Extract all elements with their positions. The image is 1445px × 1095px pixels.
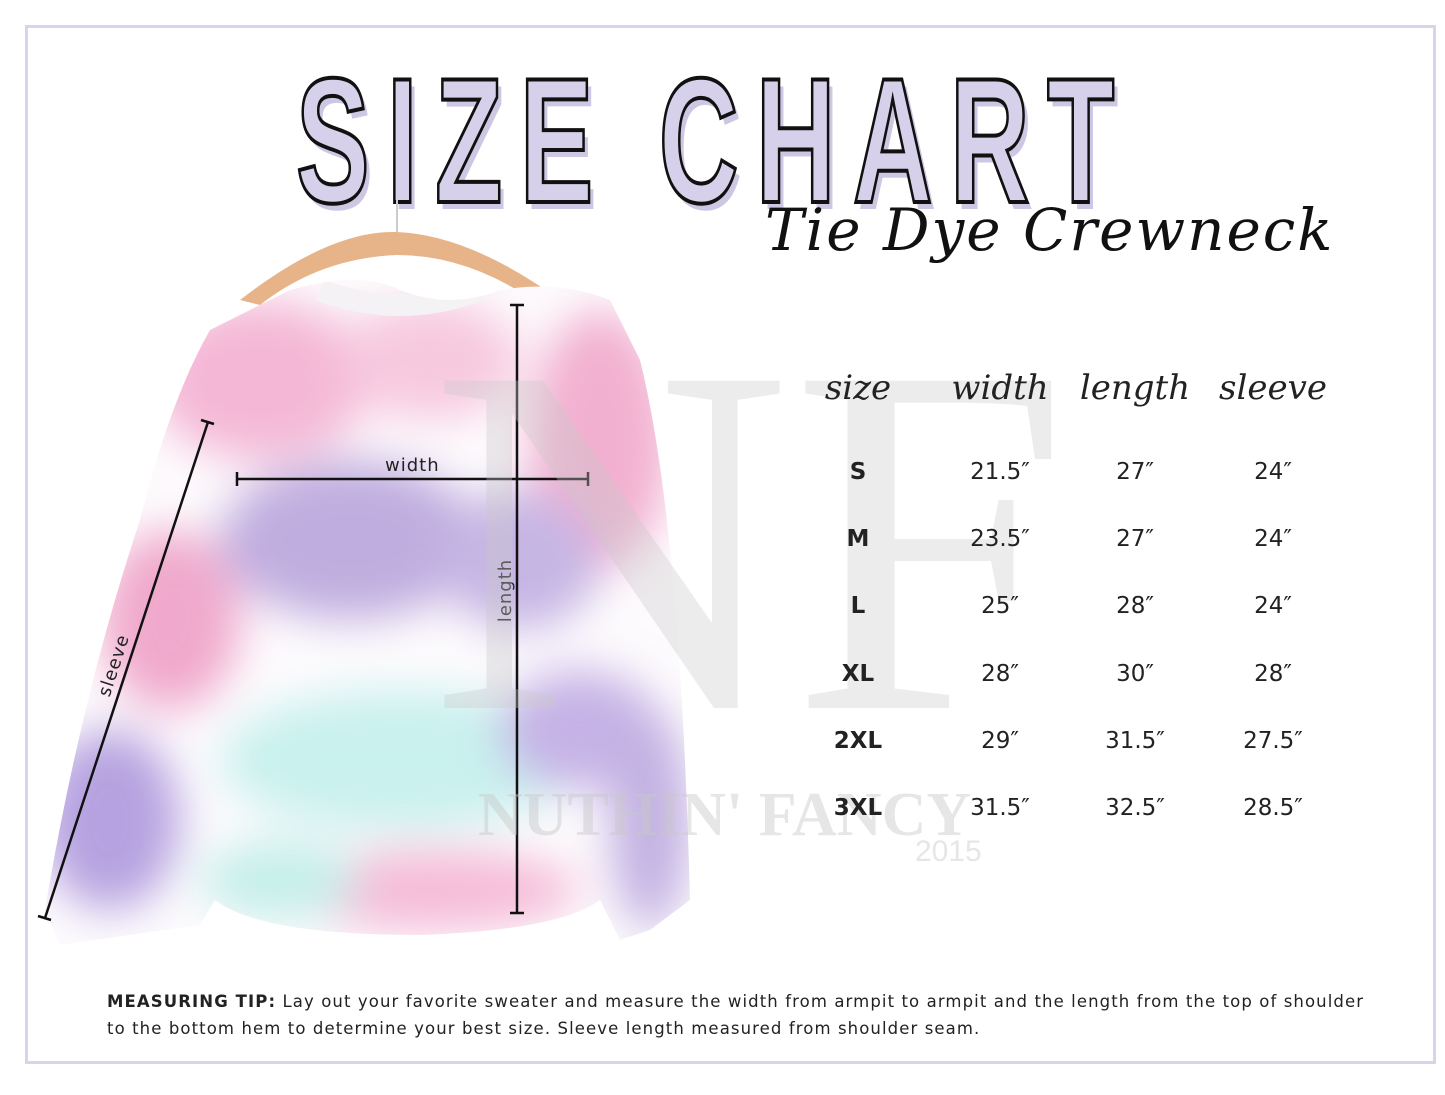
measure-cell-sleeve: 24″	[1254, 459, 1292, 485]
width-label: width	[385, 455, 440, 476]
watermark-name: NUTHIN' FANCY	[478, 781, 972, 849]
measure-cell-width: 23.5″	[970, 526, 1030, 552]
tip-text: Lay out your favorite sweater and measur…	[107, 992, 1365, 1038]
measure-cell-width: 25″	[981, 593, 1019, 619]
measuring-tip: MEASURING TIP: Lay out your favorite swe…	[107, 988, 1367, 1042]
measure-cell-width: 28″	[981, 661, 1019, 687]
column-header-length: length	[1079, 368, 1191, 408]
column-header-size: size	[824, 368, 892, 408]
page-title: SIZE CHART	[295, 41, 1132, 240]
measure-cell-length: 27″	[1116, 526, 1154, 552]
measure-cell-sleeve: 24″	[1254, 593, 1292, 619]
size-cell: 3XL	[833, 795, 883, 821]
measure-cell-width: 21.5″	[970, 459, 1030, 485]
measure-cell-length: 30″	[1116, 661, 1154, 687]
measure-cell-sleeve: 28″	[1254, 661, 1292, 687]
watermark-logo: NF	[430, 263, 1070, 817]
measure-cell-sleeve: 27.5″	[1243, 728, 1303, 754]
measure-cell-sleeve: 24″	[1254, 526, 1292, 552]
measure-cell-width: 31.5″	[970, 795, 1030, 821]
measure-cell-length: 31.5″	[1105, 728, 1165, 754]
measure-cell-width: 29″	[981, 728, 1019, 754]
chart-frame	[25, 25, 1436, 1064]
column-header-sleeve: sleeve	[1219, 368, 1327, 408]
size-cell: S	[849, 459, 867, 485]
measure-cell-length: 28″	[1116, 593, 1154, 619]
size-cell: M	[846, 526, 870, 552]
measure-cell-length: 27″	[1116, 459, 1154, 485]
page-subtitle: Tie Dye Crewneck	[765, 196, 1335, 264]
tip-label: MEASURING TIP:	[107, 992, 277, 1011]
size-cell: 2XL	[833, 728, 883, 754]
hanger-icon	[240, 231, 560, 305]
measure-cell-sleeve: 28.5″	[1243, 795, 1303, 821]
size-cell: XL	[841, 661, 875, 687]
column-header-width: width	[951, 368, 1049, 408]
watermark-year: 2015	[915, 835, 982, 868]
size-cell: L	[850, 593, 866, 619]
measure-cell-length: 32.5″	[1105, 795, 1165, 821]
sleeve-measure-line	[43, 421, 210, 919]
